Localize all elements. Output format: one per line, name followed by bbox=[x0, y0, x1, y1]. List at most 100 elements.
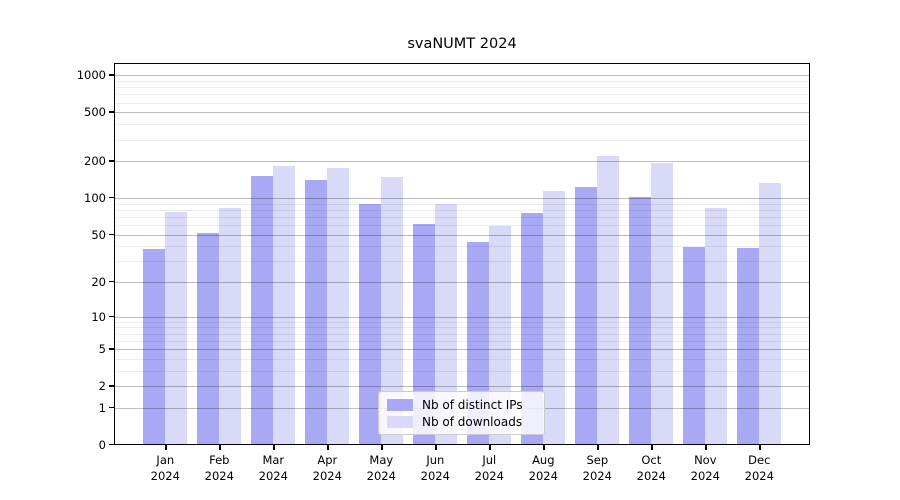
y-axis-tick-label: 5 bbox=[98, 342, 106, 357]
minor-gridline bbox=[115, 370, 809, 372]
x-axis-tick-mark bbox=[435, 445, 437, 450]
bar-downloads-jan bbox=[164, 212, 187, 444]
major-gridline bbox=[115, 234, 809, 236]
x-axis-tick-label-jul: Jul 2024 bbox=[474, 453, 504, 483]
x-axis-tick-mark bbox=[543, 445, 545, 450]
y-axis-tick-label: 10 bbox=[91, 309, 106, 324]
bar-distinct-ips-mar bbox=[250, 175, 273, 444]
major-gridline bbox=[115, 75, 809, 77]
x-axis-tick-mark bbox=[705, 445, 707, 450]
legend-swatch-distinct-ips bbox=[387, 399, 413, 411]
y-axis-tick-mark bbox=[109, 160, 114, 162]
bar-downloads-mar bbox=[272, 165, 295, 444]
bar-distinct-ips-apr bbox=[304, 180, 327, 444]
minor-gridline bbox=[115, 327, 809, 329]
x-axis-tick-label-apr: Apr 2024 bbox=[312, 453, 342, 483]
legend-item-distinct-ips: Nb of distinct IPs bbox=[387, 397, 536, 413]
bar-downloads-jul bbox=[488, 225, 511, 444]
x-axis-tick-label-oct: Oct 2024 bbox=[636, 453, 666, 483]
minor-gridline bbox=[115, 246, 809, 248]
x-axis-tick-mark bbox=[327, 445, 329, 450]
minor-gridline bbox=[115, 333, 809, 335]
y-axis-tick-mark bbox=[109, 111, 114, 113]
bar-distinct-ips-jan bbox=[142, 249, 165, 444]
x-axis-tick-label-nov: Nov 2024 bbox=[690, 453, 720, 483]
minor-gridline bbox=[115, 321, 809, 323]
legend-item-downloads: Nb of downloads bbox=[387, 414, 536, 430]
y-axis-tick-label: 100 bbox=[84, 191, 106, 206]
x-axis-tick-mark bbox=[651, 445, 653, 450]
x-axis-tick-label-jun: Jun 2024 bbox=[420, 453, 450, 483]
y-axis-tick-mark bbox=[109, 281, 114, 283]
major-gridline bbox=[115, 316, 809, 318]
major-gridline bbox=[115, 161, 809, 163]
bar-downloads-nov bbox=[704, 207, 727, 444]
legend: Nb of distinct IPs Nb of downloads bbox=[378, 391, 545, 435]
bar-distinct-ips-may bbox=[358, 204, 381, 444]
bar-distinct-ips-sep bbox=[574, 187, 597, 444]
legend-label: Nb of downloads bbox=[422, 415, 523, 429]
y-axis-tick-mark bbox=[109, 444, 114, 446]
bar-downloads-apr bbox=[326, 167, 349, 444]
y-axis-tick-mark bbox=[109, 315, 114, 318]
minor-gridline bbox=[115, 358, 809, 360]
y-axis-tick-mark bbox=[109, 385, 114, 387]
bar-downloads-aug bbox=[542, 190, 565, 444]
x-axis-tick-label-mar: Mar 2024 bbox=[258, 453, 288, 483]
minor-gridline bbox=[115, 261, 809, 263]
x-axis-tick-label-feb: Feb 2024 bbox=[204, 453, 234, 483]
x-axis-tick-mark bbox=[489, 445, 491, 450]
x-axis-tick-mark bbox=[219, 445, 221, 450]
bar-distinct-ips-jun bbox=[412, 224, 435, 444]
minor-gridline bbox=[115, 203, 809, 205]
y-axis-tick-mark bbox=[109, 74, 114, 76]
major-gridline bbox=[115, 112, 809, 114]
legend-label: Nb of distinct IPs bbox=[422, 398, 523, 412]
legend-swatch-downloads bbox=[387, 416, 413, 428]
major-gridline bbox=[115, 349, 809, 351]
x-axis-tick-label-may: May 2024 bbox=[366, 453, 396, 483]
x-axis-tick-label-jan: Jan 2024 bbox=[150, 453, 180, 483]
y-axis-tick-mark bbox=[109, 406, 114, 409]
minor-gridline bbox=[115, 94, 809, 96]
minor-gridline bbox=[115, 124, 809, 126]
y-axis-tick-label: 1000 bbox=[76, 68, 106, 83]
x-axis-tick-mark bbox=[597, 445, 599, 450]
x-axis-tick-mark bbox=[273, 445, 275, 450]
x-axis-tick-label-sep: Sep 2024 bbox=[582, 453, 612, 483]
bar-distinct-ips-oct bbox=[628, 197, 651, 444]
x-axis-tick-mark bbox=[759, 445, 761, 450]
minor-gridline bbox=[115, 216, 809, 218]
x-axis-tick-mark bbox=[381, 445, 383, 450]
bar-downloads-feb bbox=[218, 208, 241, 444]
major-gridline bbox=[115, 198, 809, 200]
minor-gridline bbox=[115, 87, 809, 89]
y-axis-tick-label: 50 bbox=[91, 227, 106, 242]
bar-downloads-oct bbox=[650, 162, 673, 444]
y-axis-tick-mark bbox=[109, 233, 114, 236]
y-axis-tick-label: 500 bbox=[84, 105, 106, 120]
y-axis-tick-label: 1 bbox=[98, 400, 106, 415]
minor-gridline bbox=[115, 102, 809, 104]
bar-downloads-sep bbox=[596, 156, 619, 444]
minor-gridline bbox=[115, 225, 809, 227]
bar-distinct-ips-nov bbox=[682, 246, 705, 444]
y-axis-tick-label: 2 bbox=[98, 379, 106, 394]
plot-area bbox=[114, 63, 810, 445]
minor-gridline bbox=[115, 209, 809, 211]
x-axis-tick-mark bbox=[165, 445, 167, 450]
bar-distinct-ips-dec bbox=[736, 247, 759, 444]
y-axis-tick-label: 0 bbox=[98, 438, 106, 452]
x-axis-tick-label-aug: Aug 2024 bbox=[528, 453, 558, 483]
y-axis-tick-mark bbox=[109, 197, 114, 199]
chart-title: svaNUMT 2024 bbox=[407, 36, 517, 52]
minor-gridline bbox=[115, 80, 809, 82]
bar-distinct-ips-feb bbox=[196, 232, 219, 444]
bar-downloads-dec bbox=[758, 183, 781, 444]
y-axis-tick-label: 20 bbox=[91, 275, 106, 290]
minor-gridline bbox=[115, 340, 809, 342]
major-gridline bbox=[115, 282, 809, 284]
major-gridline bbox=[115, 386, 809, 388]
x-axis-tick-label-dec: Dec 2024 bbox=[744, 453, 774, 483]
